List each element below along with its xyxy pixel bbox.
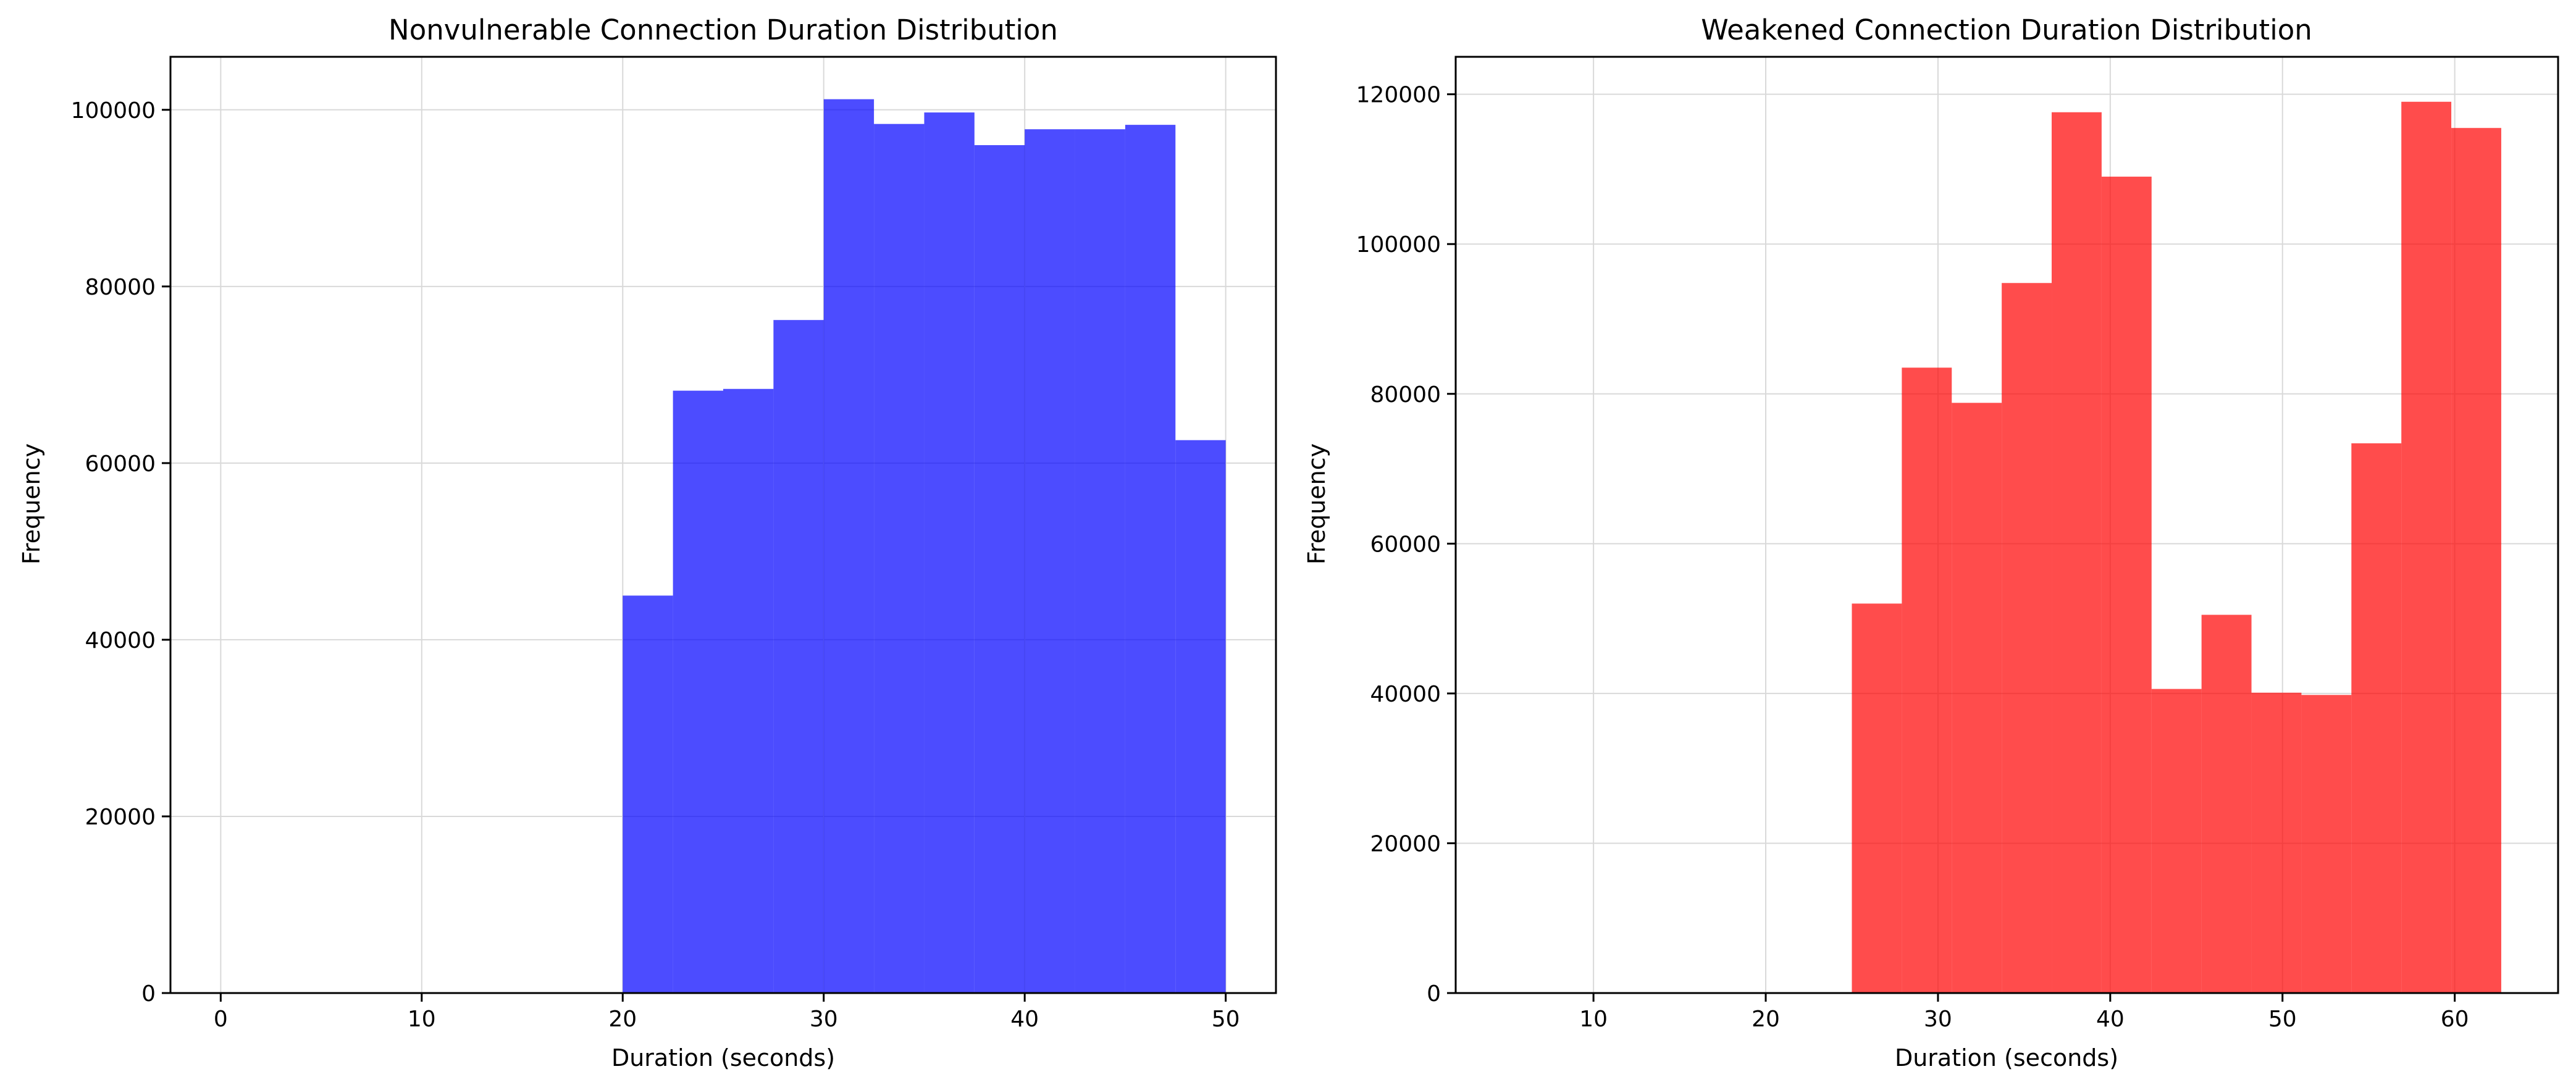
y-tick-label: 40000 (1370, 682, 1441, 707)
x-tick-label: 10 (1579, 1007, 1608, 1032)
x-axis-label: Duration (seconds) (611, 1044, 835, 1071)
x-tick-label: 40 (1010, 1007, 1039, 1032)
y-tick-label: 40000 (85, 628, 156, 653)
y-axis-label: Frequency (18, 443, 45, 564)
histogram-bar (2002, 283, 2052, 993)
weakened-histogram-panel: Weakened Connection Duration Distributio… (1303, 14, 2559, 1071)
plot-frame (169, 56, 1277, 994)
y-tick-label: 80000 (1370, 382, 1441, 408)
y-tick-label: 120000 (1356, 83, 1441, 108)
y-tick-label: 60000 (85, 451, 156, 477)
y-tick-label: 0 (1427, 981, 1441, 1007)
histogram-bar (2301, 695, 2352, 993)
histogram-bar (2052, 112, 2102, 993)
x-tick-label: 30 (1924, 1007, 1952, 1032)
x-tick-label: 50 (2268, 1007, 2297, 1032)
y-tick-label: 100000 (71, 98, 156, 124)
x-axis-label: Duration (seconds) (1895, 1044, 2118, 1071)
histogram-bar (2251, 692, 2302, 993)
histogram-bar (2201, 614, 2252, 993)
histogram-bar (623, 595, 673, 993)
plot-frame (1454, 56, 2559, 994)
y-tick-label: 100000 (1356, 232, 1441, 258)
histogram-bar (2401, 101, 2452, 993)
y-tick-label: 20000 (85, 805, 156, 830)
y-axis-label: Frequency (1303, 443, 1330, 564)
histogram-bar (1852, 603, 1902, 993)
histogram-bar (2151, 689, 2202, 993)
x-tick-label: 20 (608, 1007, 637, 1032)
histogram-bar (974, 145, 1025, 993)
y-tick-label: 0 (141, 981, 156, 1007)
histogram-bar (2451, 128, 2501, 993)
histogram-bar (1952, 403, 2002, 993)
histogram-bar (2101, 177, 2152, 994)
chart-title: Nonvulnerable Connection Duration Distri… (388, 14, 1058, 46)
chart-title: Weakened Connection Duration Distributio… (1701, 14, 2312, 46)
histogram-bar (673, 390, 723, 993)
histogram-bar (1075, 129, 1125, 993)
x-tick-label: 20 (1752, 1007, 1780, 1032)
histogram-bar (1125, 125, 1176, 994)
x-tick-label: 30 (810, 1007, 838, 1032)
y-tick-label: 20000 (1370, 831, 1441, 857)
histogram-bar (1175, 440, 1226, 993)
x-tick-label: 0 (214, 1007, 228, 1032)
x-tick-label: 60 (2441, 1007, 2469, 1032)
nonvulnerable-histogram-panel: Nonvulnerable Connection Duration Distri… (18, 14, 1277, 1071)
y-tick-label: 80000 (85, 275, 156, 300)
histogram-bar (773, 320, 824, 993)
x-tick-label: 50 (1212, 1007, 1240, 1032)
histogram-bar (723, 388, 774, 993)
histogram-bar (1902, 367, 1952, 993)
y-tick-label: 60000 (1370, 532, 1441, 557)
histogram-bar (874, 124, 925, 993)
histogram-bar (2351, 443, 2402, 993)
x-tick-label: 40 (2096, 1007, 2125, 1032)
histogram-bar (823, 99, 875, 994)
histogram-bar (1025, 129, 1075, 993)
histogram-bar (924, 112, 975, 993)
x-tick-label: 10 (408, 1007, 436, 1032)
